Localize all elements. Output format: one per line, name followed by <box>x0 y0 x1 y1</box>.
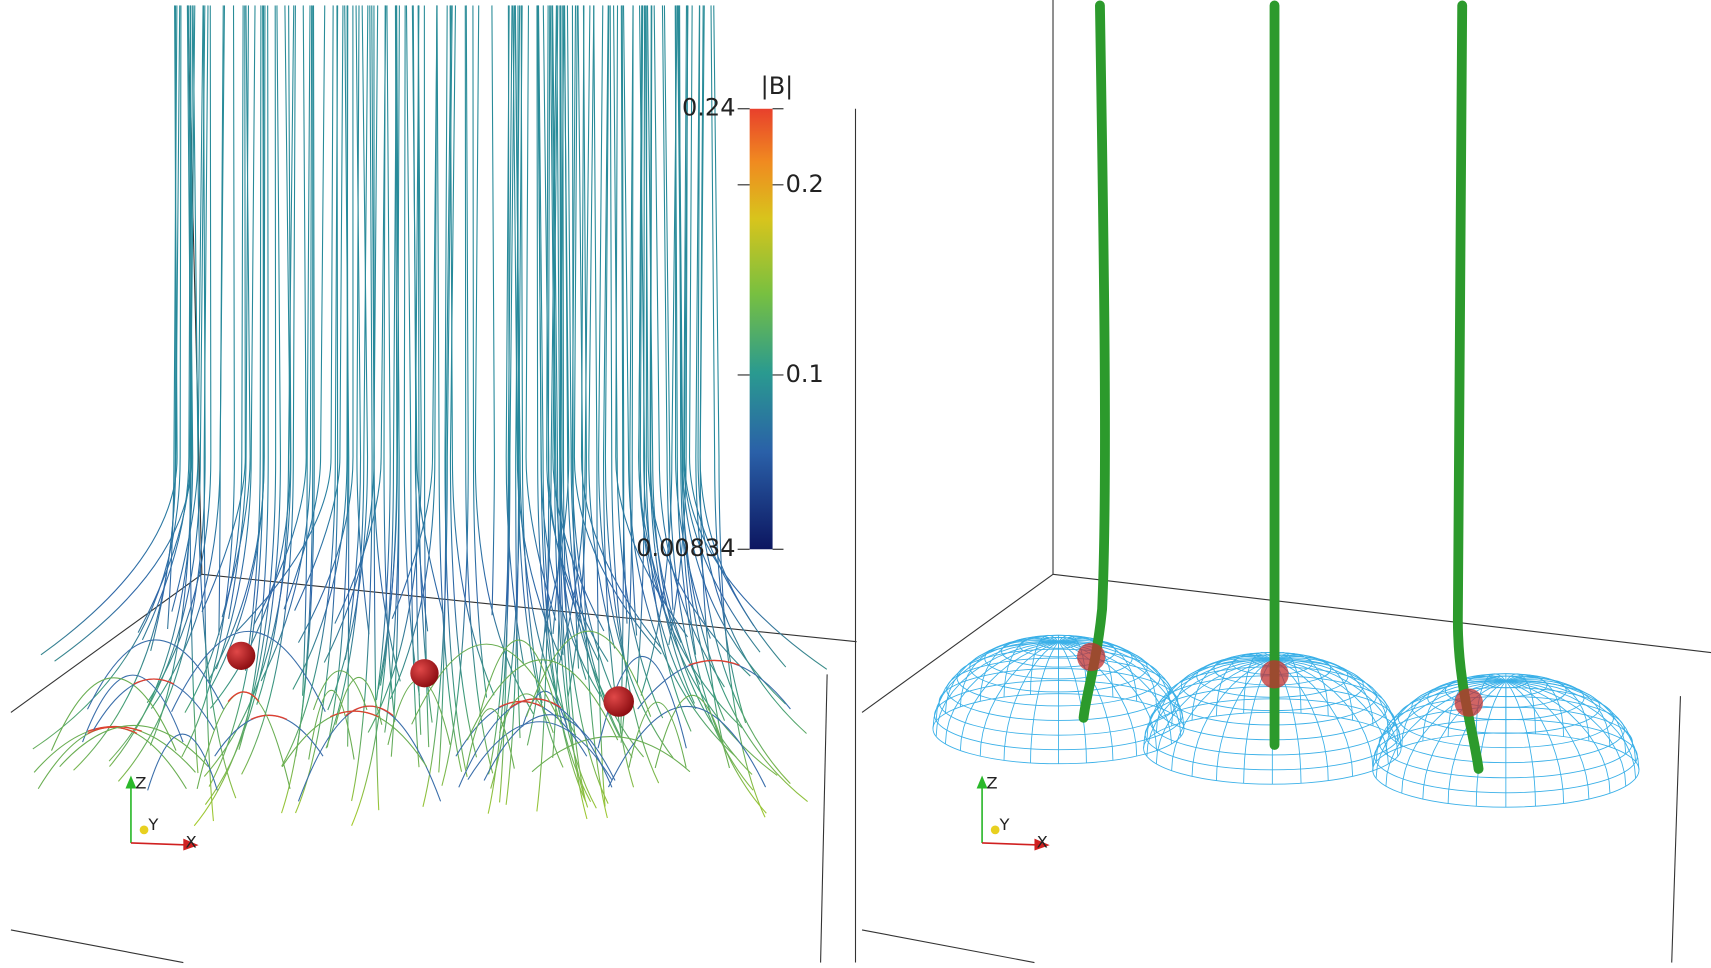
tick-label: 0.24 <box>682 94 735 122</box>
tick-label: 0.1 <box>786 360 824 388</box>
streamlines <box>33 5 827 825</box>
streamline <box>237 5 334 631</box>
z-label: Z <box>135 774 146 793</box>
sphere <box>227 642 255 670</box>
streamline <box>33 5 181 749</box>
render-view: |B| 0.24 0.2 0.1 0.00834 Z Y X Z Y X <box>0 0 1711 968</box>
streamline <box>492 5 495 615</box>
axes-triad: Z Y X <box>977 774 1050 852</box>
y-label: Y <box>999 815 1010 834</box>
field-loop <box>172 631 326 711</box>
y-label: Y <box>147 815 158 834</box>
dome-meridian <box>1031 642 1059 763</box>
z-label: Z <box>986 774 997 793</box>
x-label: X <box>1037 832 1048 851</box>
field-loop-top <box>251 715 287 719</box>
streamline <box>473 5 487 697</box>
streamline <box>219 5 223 635</box>
field-loop <box>197 692 290 789</box>
sphere <box>1455 688 1483 716</box>
field-loop <box>608 706 765 787</box>
field-loop <box>87 640 223 709</box>
tick-label: 0.2 <box>786 170 824 198</box>
bounding-box <box>11 5 857 962</box>
streamline <box>442 5 468 785</box>
streamline <box>142 5 190 639</box>
sphere <box>1077 643 1105 671</box>
left-panel: |B| 0.24 0.2 0.1 0.00834 Z Y X <box>11 5 857 962</box>
y-axis <box>140 826 149 835</box>
streamline <box>138 5 195 632</box>
color-bar <box>750 109 773 549</box>
flux-tubes <box>1084 5 1479 769</box>
page: |B| 0.240.20.10.00834 ZYX ZYX (() => { c… <box>0 0 1711 968</box>
field-loop <box>466 709 514 769</box>
bounding-box <box>856 0 1711 963</box>
streamline <box>413 5 421 734</box>
sphere <box>410 659 438 687</box>
wireframe-domes <box>933 635 1639 807</box>
streamline <box>41 5 177 654</box>
streamline <box>424 5 428 747</box>
field-loop <box>298 706 440 801</box>
axes-triad: Z Y X <box>125 774 198 852</box>
field-loop <box>532 737 690 772</box>
tick-label: 0.00834 <box>636 534 735 562</box>
x-axis <box>982 843 1042 845</box>
dome-meridian <box>1506 681 1536 806</box>
legend-title: |B| <box>761 72 794 100</box>
streamline <box>210 5 265 688</box>
x-label: X <box>186 832 197 851</box>
streamline <box>465 5 492 773</box>
right-panel: Z Y X <box>856 0 1711 963</box>
x-axis <box>131 843 191 845</box>
sphere <box>1260 660 1288 688</box>
streamline <box>222 5 250 617</box>
field-loop <box>336 677 382 724</box>
y-axis <box>991 826 1000 835</box>
field-loop <box>412 644 562 724</box>
streamline <box>150 5 191 745</box>
sphere <box>603 686 634 716</box>
